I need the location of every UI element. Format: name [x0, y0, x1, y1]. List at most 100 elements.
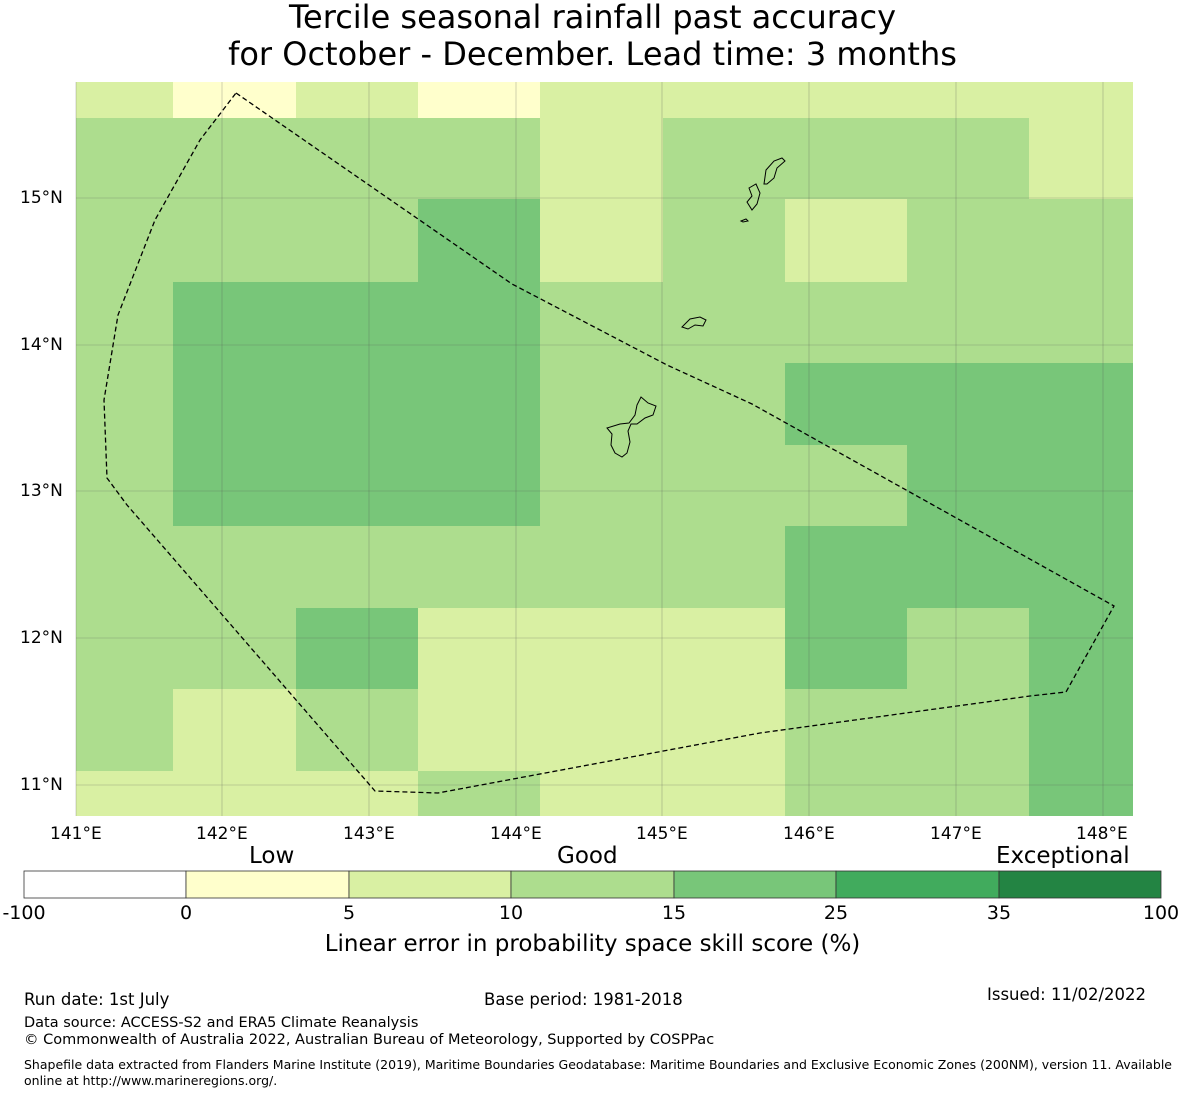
- colorbar-tick: 15: [661, 902, 687, 924]
- lat-label-13n: 13°N: [20, 481, 63, 501]
- skill-grid-cell: [173, 82, 296, 118]
- rota-island-outline: [681, 316, 707, 330]
- skill-grid-cell: [296, 689, 418, 771]
- skill-grid-cell: [76, 771, 173, 816]
- colorbar-tick: 10: [498, 902, 524, 924]
- skill-grid-cell: [1029, 82, 1133, 118]
- skill-grid-cell: [785, 363, 907, 445]
- colorbar-segment: [835, 870, 1000, 899]
- skill-grid-cell: [1029, 771, 1133, 816]
- lon-label-143e: 143°E: [343, 824, 395, 844]
- skill-grid-cell: [540, 282, 663, 363]
- lat-label-11n: 11°N: [20, 775, 63, 795]
- colorbar: [23, 870, 1162, 899]
- skill-grid-cell: [296, 526, 418, 608]
- skill-grid-cell: [663, 118, 785, 199]
- skill-grid-cell: [173, 363, 296, 445]
- skill-grid-cell: [173, 199, 296, 282]
- lon-label-144e: 144°E: [490, 824, 542, 844]
- skill-grid-cell: [418, 608, 540, 689]
- skill-grid-cell: [785, 771, 907, 816]
- map-title-line-1: Tercile seasonal rainfall past accuracy: [288, 0, 897, 36]
- lon-label-145e: 145°E: [636, 824, 688, 844]
- skill-grid-cell: [76, 363, 173, 445]
- lon-label-141e: 141°E: [50, 824, 102, 844]
- guam-island-outline: [606, 396, 657, 458]
- colorbar-segment: [510, 870, 675, 899]
- skill-grid-cell: [907, 118, 1029, 199]
- skill-grid-cell: [418, 689, 540, 771]
- colorbar-tick: -100: [2, 902, 46, 924]
- skill-grid-cell: [418, 526, 540, 608]
- skill-grid-cell: [540, 689, 663, 771]
- skill-grid-cell: [173, 608, 296, 689]
- skill-grid-cell: [1029, 363, 1133, 445]
- skill-grid-cell: [785, 608, 907, 689]
- skill-grid-cells: [76, 82, 1133, 816]
- skill-grid-cell: [785, 82, 907, 118]
- colorbar-segment: [23, 870, 187, 899]
- skill-grid-cell: [540, 82, 663, 118]
- skill-grid-cell: [1029, 526, 1133, 608]
- lon-label-146e: 146°E: [783, 824, 835, 844]
- colorbar-word-good: Good: [557, 843, 618, 869]
- lon-label-142e: 142°E: [196, 824, 248, 844]
- map-title-line-2: for October - December. Lead time: 3 mon…: [228, 35, 957, 73]
- skill-grid-cell: [296, 82, 418, 118]
- lon-label-148e: 148°E: [1076, 824, 1128, 844]
- skill-grid-cell: [663, 363, 785, 445]
- colorbar-segment: [673, 870, 837, 899]
- lat-label-14n: 14°N: [20, 335, 63, 355]
- skill-grid-cell: [540, 199, 663, 282]
- skill-grid-cell: [663, 199, 785, 282]
- skill-grid-cell: [173, 526, 296, 608]
- skill-grid-cell: [663, 82, 785, 118]
- eez-boundary-dashed: [103, 92, 1115, 794]
- skill-grid-cell: [785, 199, 907, 282]
- issued-date: Issued: 11/02/2022: [987, 985, 1147, 1004]
- skill-grid-cell: [540, 526, 663, 608]
- skill-grid-cell: [907, 771, 1029, 816]
- colorbar-segment: [998, 870, 1162, 899]
- skill-grid-cell: [296, 118, 418, 199]
- skill-grid-cell: [1029, 199, 1133, 282]
- lat-label-15n: 15°N: [20, 188, 63, 208]
- colorbar-tick: 0: [179, 902, 193, 924]
- skill-grid-cell: [418, 363, 540, 445]
- skill-grid-cell: [76, 445, 173, 526]
- skill-grid-cell: [296, 608, 418, 689]
- skill-grid-cell: [173, 282, 296, 363]
- data-source: Data source: ACCESS-S2 and ERA5 Climate …: [24, 1015, 419, 1031]
- skill-grid-cell: [907, 689, 1029, 771]
- skill-grid-cell: [296, 199, 418, 282]
- colorbar-word-low: Low: [249, 843, 295, 869]
- skill-grid-cell: [540, 771, 663, 816]
- skill-grid-cell: [663, 771, 785, 816]
- skill-grid-cell: [907, 363, 1029, 445]
- skill-grid-cell: [663, 526, 785, 608]
- skill-grid-cell: [540, 363, 663, 445]
- skill-grid-cell: [173, 689, 296, 771]
- skill-grid-cell: [173, 118, 296, 199]
- skill-grid-cell: [1029, 608, 1133, 689]
- skill-grid-cell: [540, 445, 663, 526]
- skill-grid-cell: [540, 118, 663, 199]
- skill-grid-cell: [76, 689, 173, 771]
- skill-grid-cell: [418, 118, 540, 199]
- colorbar-tick: 100: [1142, 902, 1180, 924]
- saipan-island-outline: [763, 157, 786, 185]
- skill-grid-cell: [663, 282, 785, 363]
- skill-grid-cell: [1029, 282, 1133, 363]
- skill-grid-cell: [296, 445, 418, 526]
- colorbar-tick: 35: [986, 902, 1012, 924]
- skill-grid-cell: [173, 771, 296, 816]
- skill-grid-cell: [907, 82, 1029, 118]
- skill-grid-cell: [1029, 689, 1133, 771]
- skill-grid-cell: [907, 445, 1029, 526]
- skill-grid-cell: [76, 118, 173, 199]
- skill-grid-cell: [296, 282, 418, 363]
- colorbar-segment: [348, 870, 512, 899]
- skill-grid-cell: [296, 771, 418, 816]
- skill-grid-cell: [76, 199, 173, 282]
- lon-label-147e: 147°E: [930, 824, 982, 844]
